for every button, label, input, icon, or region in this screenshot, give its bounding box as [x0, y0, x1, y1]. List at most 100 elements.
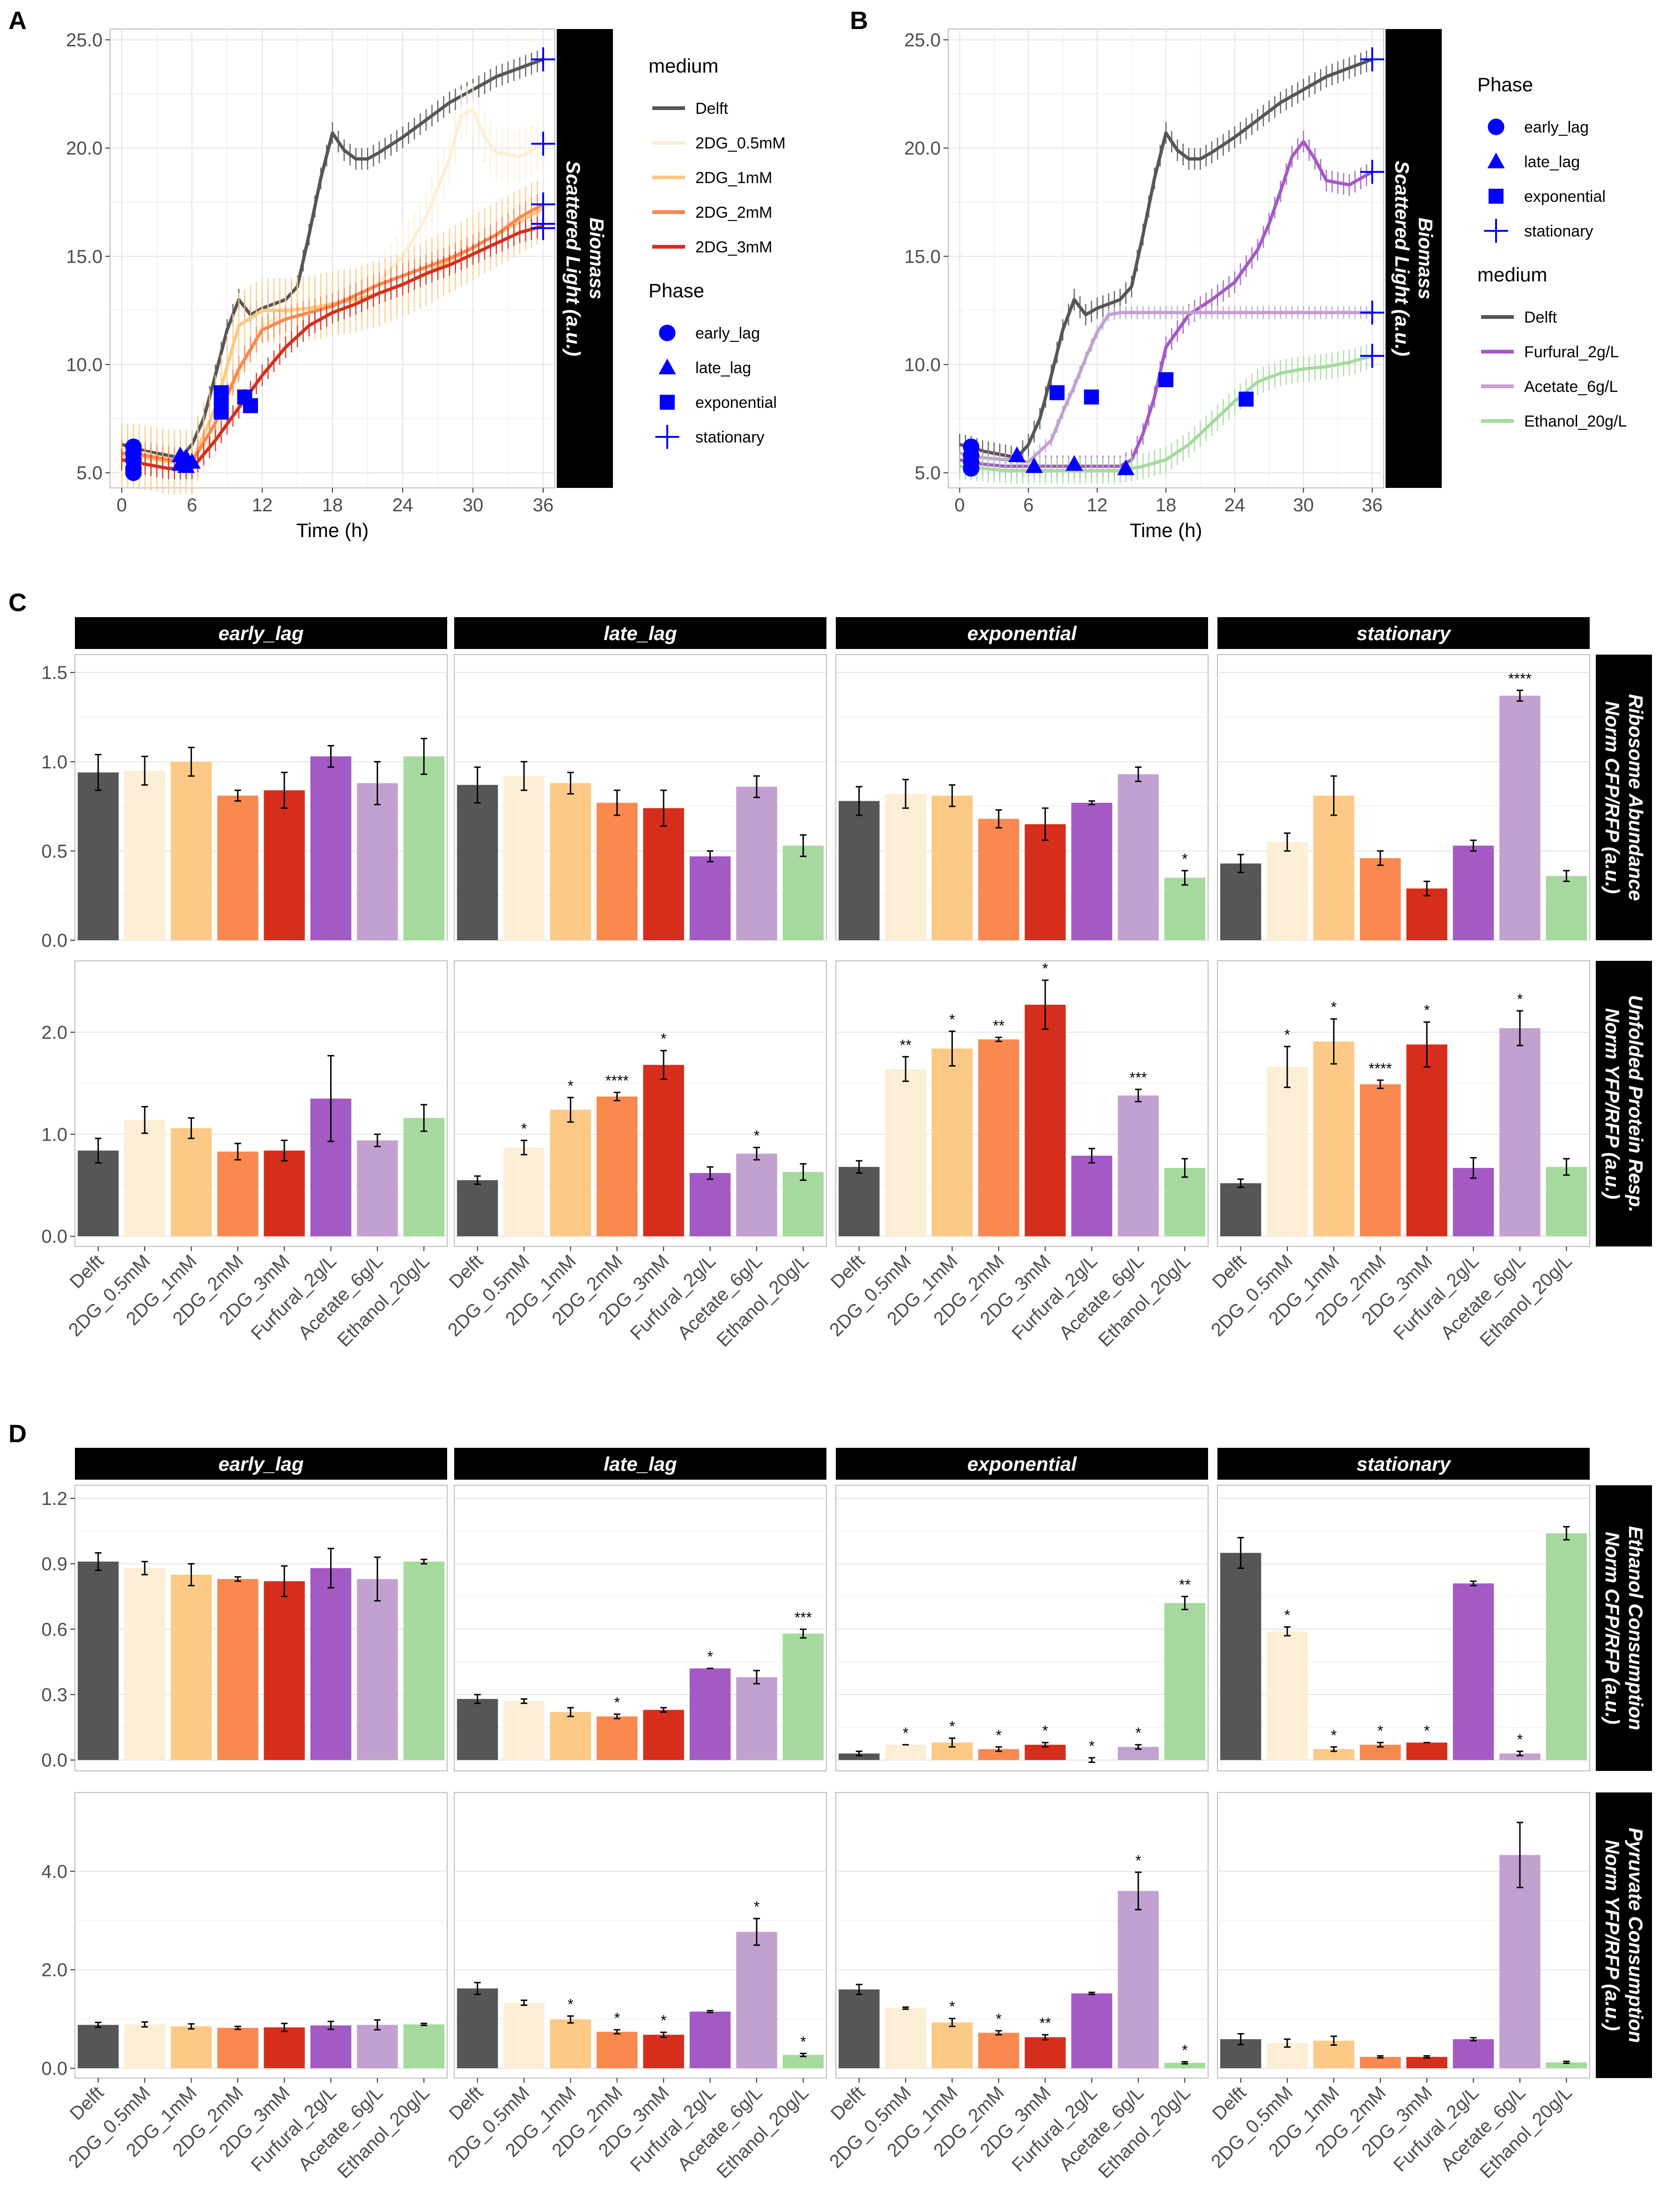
panel-d-error-bar [567, 2015, 574, 2024]
panel-c-significance-label: * [1182, 850, 1187, 867]
panel-d-significance-label: * [661, 2012, 666, 2029]
panel-c-significance-label: ** [993, 1017, 1004, 1034]
panel-c-bar-2dg-3mm [1406, 1044, 1447, 1237]
panel-c-error-bar [1563, 870, 1570, 882]
panel-b-legend-key-late-lag [1487, 152, 1505, 169]
panel-d-plot-area [835, 1485, 1209, 1771]
panel-c-bar-2dg-0-5mm [503, 776, 545, 940]
panel-a-legend-label-early-lag: early_lag [695, 324, 760, 342]
panel-b-y-tick-label: 20.0 [904, 138, 941, 159]
panel-c-row0-strip-label: Ribosome AbundanceNorm CFP/RFP (a.u.) [1601, 694, 1647, 901]
panel-label-c: C [8, 589, 27, 617]
panel-c-error-bar [374, 761, 381, 805]
panel-d-error-bar [188, 1563, 195, 1586]
panel-d-error-bar [1237, 1537, 1244, 1569]
panel-a-phase-point-stationary [531, 47, 555, 72]
panel-c-significance-label: * [1284, 1026, 1290, 1043]
panel-c-error-bar [327, 745, 334, 768]
panel-c-bar-2dg-1mm [1313, 1041, 1355, 1237]
panel-d-error-bar [1330, 1746, 1337, 1752]
panel-a-y-title-strip [557, 29, 613, 488]
panel-d-row0-facet-early-lag [74, 1485, 448, 1771]
panel-d-error-bar [1237, 2033, 1244, 2045]
panel-d-bar-grid: early_lag late_lag exponential stationary 0.… [41, 1448, 1652, 2183]
panel-c-significance-label: * [661, 1031, 666, 1047]
panel-d-significance-label: * [996, 1727, 1002, 1744]
panel-c-error-bar [1284, 832, 1291, 852]
panel-d-error-bar [1563, 1526, 1570, 1541]
panel-d-bar-ethanol-20g-l [1164, 1603, 1206, 1760]
panel-d-bar-2dg-1mm [1313, 1749, 1355, 1760]
panel-a-legend-label-exponential: exponential [695, 394, 777, 412]
panel-a-x-tick-label: 0 [117, 495, 127, 516]
panel-d-significance-label: ** [1040, 2014, 1051, 2031]
panel-d-error-bar [1330, 2035, 1337, 2046]
panel-a-legend-key-early-lag [659, 324, 676, 341]
panel-d-facet-strip-late-lag [454, 1448, 826, 1480]
panel-c-error-bar [995, 809, 1002, 829]
panel-d-row1-strip [1596, 1792, 1652, 2078]
panel-c-error-bar [374, 1133, 381, 1147]
panel-d-bar-2dg-2mm [597, 1716, 638, 1760]
panel-c-bar-2dg-3mm [1406, 888, 1447, 940]
panel-c-row1-facet-exponential: *** ****** [835, 960, 1209, 1247]
panel-c-row1-strip [1596, 961, 1652, 1246]
panel-c-error-bar [1284, 1046, 1291, 1088]
panel-b-x-tick-label: 36 [1362, 495, 1383, 516]
panel-b-legend-phase-title: Phase [1477, 74, 1533, 96]
panel-a-x-tick-label: 6 [187, 495, 197, 516]
panel-a-x-tick-label: 36 [533, 495, 554, 516]
panel-d-bar-2dg-3mm [643, 1710, 684, 1760]
panel-b-series-line-furfural-2g-l [959, 140, 1373, 468]
panel-c-error-bar [281, 772, 288, 809]
panel-c-error-bar [1423, 880, 1430, 897]
panel-d-row0-strip-line: Norm CFP/RFP (a.u.) [1601, 1532, 1623, 1724]
panel-c-bar-2dg-0-5mm [1267, 842, 1308, 940]
panel-d-facet-label-stationary: stationary [1357, 1453, 1452, 1475]
panel-c-error-bar [949, 1030, 956, 1067]
panel-d-significance-label: * [1424, 1722, 1430, 1739]
panel-d-significance-label: * [614, 2010, 620, 2027]
panel-c-facet-label-exponential: exponential [967, 622, 1077, 644]
panel-d-error-bar [474, 1982, 481, 1995]
panel-label-b: B [850, 7, 868, 35]
panel-c-facet-strip-early-lag [75, 617, 447, 649]
panel-c-bar-delft [77, 1150, 119, 1237]
panel-c-bar-2dg-2mm [217, 796, 258, 940]
panel-c-error-bar [188, 1117, 195, 1139]
panel-d-error-bar [949, 2018, 956, 2028]
panel-c-significance-label: *** [1129, 1069, 1147, 1086]
panel-d-error-bar [1516, 1821, 1523, 1888]
panel-d-y-tick-label: 4.0 [41, 1861, 67, 1882]
panel-d-error-bar [753, 1917, 760, 1946]
panel-d-bar-2dg-0-5mm [1267, 1631, 1308, 1760]
panel-c-error-bar [995, 1036, 1002, 1042]
panel-c-error-bar [753, 775, 760, 798]
panel-d-significance-label: * [800, 2033, 806, 2050]
panel-c-error-bar [474, 1175, 481, 1185]
panel-c-bar-2dg-0-5mm [124, 1120, 165, 1237]
panel-b-legend-key-stationary [1484, 219, 1508, 243]
panel-c-y-tick-label: 0.0 [41, 930, 67, 951]
panel-b-phase-point-stationary [1360, 344, 1385, 368]
panel-d-significance-label: * [707, 1648, 713, 1665]
panel-d-significance-label: * [1517, 1731, 1523, 1748]
panel-c-bar-2dg-1mm [170, 761, 212, 940]
panel-b-legend-key-exponential [1489, 189, 1504, 204]
panel-b-legend-label-delft: Delft [1524, 309, 1557, 326]
panel-d-y-tick-label: 1.2 [41, 1489, 67, 1509]
panel-d-error-bar [855, 1983, 863, 1995]
panel-c-bar-2dg-3mm [643, 808, 684, 940]
panel-d-row1-facet-exponential: ** **** [835, 1792, 1209, 2079]
panel-d-error-bar [95, 1552, 102, 1571]
panel-d-row0-strip-label: Ethanol ConsumptionNorm CFP/RFP (a.u.) [1601, 1526, 1647, 1730]
panel-d-error-bar [1563, 2060, 1570, 2064]
panel-c-significance-label: * [1042, 960, 1048, 977]
panel-c-error-bar [141, 755, 148, 786]
panel-d-facet-label-late-lag: late_lag [604, 1453, 677, 1475]
panel-c-bar-2dg-0-5mm [885, 1069, 926, 1237]
panel-c-bar-acetate-6g-l [357, 783, 398, 940]
panel-c-significance-label: * [1424, 1002, 1430, 1019]
panel-b-series-line-acetate-6g-l [959, 311, 1372, 464]
panel-c-bar-2dg-0-5mm [1267, 1067, 1308, 1237]
